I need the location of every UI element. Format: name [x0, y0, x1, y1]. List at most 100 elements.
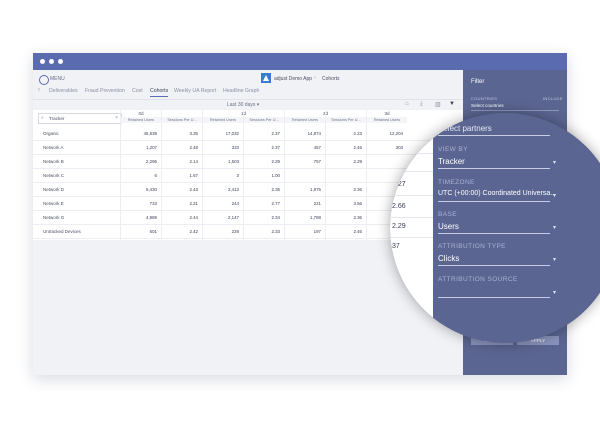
- tab-deliverables[interactable]: Deliverables: [49, 88, 78, 94]
- column-header[interactable]: Sessions Per U...: [244, 117, 284, 123]
- tab-cohorts[interactable]: Cohorts: [150, 88, 169, 97]
- table-cell: 457: [313, 145, 321, 150]
- view-by-underline: [438, 168, 550, 169]
- include-toggle[interactable]: INCLUDE: [543, 96, 563, 101]
- menu-label[interactable]: MENU: [50, 76, 65, 82]
- row-label: Network B: [43, 159, 64, 164]
- chart-icon[interactable]: ▥: [435, 102, 441, 108]
- home-icon[interactable]: ⌂: [405, 101, 409, 107]
- table-cell: 1.67: [189, 173, 198, 178]
- countries-underline: [471, 110, 559, 111]
- tab-cost[interactable]: Cost: [132, 88, 143, 94]
- column-header[interactable]: Sessions Per U...: [162, 117, 202, 123]
- column-header[interactable]: Sessions Per U...: [326, 117, 366, 123]
- countries-label: COUNTRIES: [471, 96, 498, 101]
- tab-weekly-ua-report[interactable]: Weekly UA Report: [174, 88, 217, 94]
- base-label: BASE: [438, 211, 457, 218]
- window-dot-3[interactable]: [58, 59, 63, 64]
- table-cell: 1.00: [271, 173, 280, 178]
- table-cell: 333: [231, 145, 239, 150]
- table-cell: 1,207: [146, 145, 157, 150]
- attribution-source-label: ATTRIBUTION SOURCE: [438, 276, 518, 283]
- tab-headline-graph[interactable]: Headline Graph: [223, 88, 260, 94]
- base-underline: [438, 233, 550, 234]
- search-value[interactable]: Tracker: [49, 116, 65, 121]
- attribution-type-underline: [438, 265, 550, 266]
- column-divider: [161, 110, 162, 240]
- table-row-divider: [33, 224, 463, 225]
- timezone-select[interactable]: UTC (+00:00) Coordinated Universa...: [438, 190, 557, 197]
- table-cell: 2.36: [271, 187, 280, 192]
- row-label: Untracked Devices: [43, 229, 81, 234]
- table-cell: 2.37: [271, 131, 280, 136]
- table-cell: 14,874: [307, 131, 321, 136]
- apply-button[interactable]: APPLY: [517, 336, 559, 345]
- table-cell: 2.23: [353, 131, 362, 136]
- magnified-row-line: [390, 217, 433, 218]
- attribution-source-chevron-icon[interactable]: ▾: [553, 290, 557, 296]
- attribution-type-select[interactable]: Clicks: [438, 254, 460, 263]
- view-by-select[interactable]: Tracker: [438, 157, 465, 166]
- magnified-cell: 303: [392, 143, 403, 149]
- table-cell: 17,032: [225, 131, 239, 136]
- clear-icon[interactable]: ×: [115, 115, 118, 121]
- table-cell: 4,989: [146, 215, 157, 220]
- column-divider: [325, 110, 326, 240]
- row-label: Organic: [43, 131, 59, 136]
- table-row-divider: [33, 154, 463, 155]
- window-titlebar: [33, 53, 567, 70]
- partners-select[interactable]: Select partners: [438, 124, 492, 133]
- table-cell: 2.29: [353, 159, 362, 164]
- table-cell: 2,413: [228, 187, 239, 192]
- filter-icon[interactable]: ▼: [449, 101, 455, 107]
- timezone-chevron-icon[interactable]: ▾: [553, 193, 557, 199]
- row-label: Network A: [43, 145, 64, 150]
- column-divider: [202, 110, 203, 240]
- table-cell: 2.14: [189, 159, 198, 164]
- back-chevron-icon[interactable]: ‹: [38, 87, 40, 93]
- app-name[interactable]: adjust Demo App: [274, 76, 313, 82]
- table-row-divider: [33, 210, 463, 211]
- table-cell: 2.43: [189, 187, 198, 192]
- day-header: 3d: [384, 111, 390, 116]
- column-header[interactable]: Retained Users: [203, 117, 243, 123]
- column-header[interactable]: Retained Users: [367, 117, 407, 123]
- column-header[interactable]: Retained Users: [121, 117, 161, 123]
- tracker-search-field[interactable]: ⌕ Tracker ×: [38, 113, 122, 124]
- magnifier-overlay: 303 30 2.27 2.66 2.29 37 Select partners…: [390, 113, 600, 343]
- row-label: Network E: [43, 201, 64, 206]
- timezone-underline: [438, 201, 550, 202]
- table-cell: 1,503: [228, 159, 239, 164]
- table-cell: 2.44: [189, 215, 198, 220]
- table-cell: 6: [154, 173, 157, 178]
- magnified-cell: 2.29: [392, 223, 406, 230]
- table-cell: 197: [313, 229, 321, 234]
- table-cell: 2,296: [146, 159, 157, 164]
- table-row-divider: [33, 196, 463, 197]
- magnified-cells: 303 30 2.27 2.66 2.29 37: [390, 113, 433, 343]
- table-cell: 2.33: [271, 229, 280, 234]
- menu-icon[interactable]: [39, 75, 49, 85]
- window-dot-1[interactable]: [40, 59, 45, 64]
- base-select[interactable]: Users: [438, 222, 459, 231]
- table-cell: 601: [149, 229, 157, 234]
- table-cell: 45,539: [143, 131, 157, 136]
- window-dot-2[interactable]: [49, 59, 54, 64]
- column-divider: [243, 110, 244, 240]
- app-logo-icon: [261, 73, 271, 83]
- countries-select[interactable]: Select countries: [471, 103, 504, 108]
- tab-fraud-prevention[interactable]: Fraud Prevention: [85, 88, 125, 94]
- column-header[interactable]: Retained Users: [285, 117, 325, 123]
- view-by-chevron-icon[interactable]: ▾: [553, 160, 557, 166]
- table-cell: 2.48: [189, 145, 198, 150]
- attribution-type-chevron-icon[interactable]: ▾: [553, 257, 557, 263]
- download-icon[interactable]: ⤓: [420, 101, 423, 107]
- table-cell: 2.34: [271, 215, 280, 220]
- magnified-cell: 30: [392, 161, 399, 167]
- row-label: Network D: [43, 187, 65, 192]
- base-chevron-icon[interactable]: ▾: [553, 225, 557, 231]
- breadcrumb-separator: ›: [314, 75, 316, 81]
- magnified-cell: 37: [392, 243, 400, 250]
- date-range-selector[interactable]: Last 30 days ▾: [227, 102, 260, 108]
- table-cell: 757: [313, 159, 321, 164]
